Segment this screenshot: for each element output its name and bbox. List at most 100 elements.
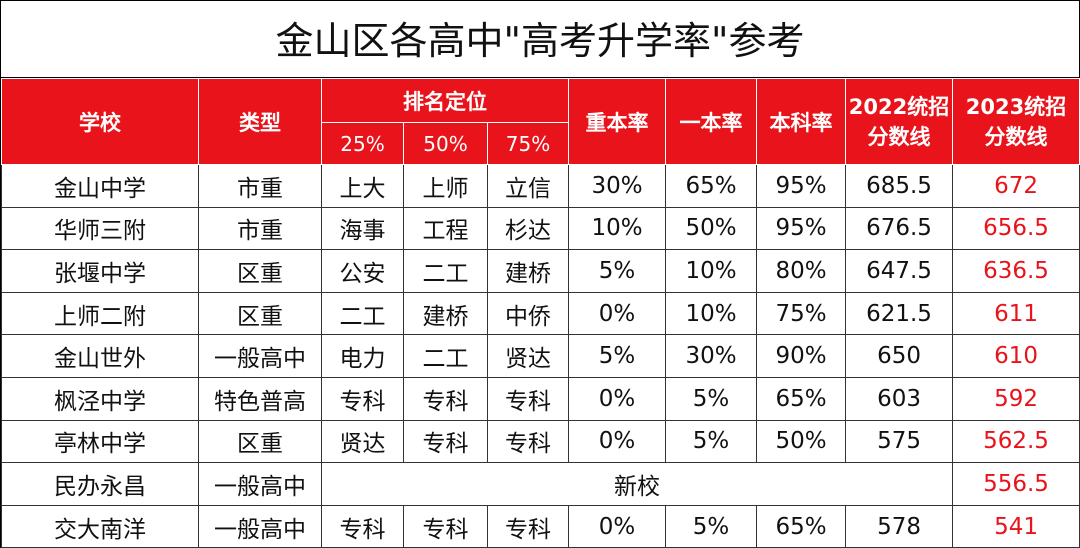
header-score-2023: 2023统招 分数线 bbox=[952, 78, 1080, 165]
header-score-2023-line1: 2023统招 bbox=[965, 94, 1067, 119]
cell-p50: 专科 bbox=[403, 504, 488, 548]
cell-score-2023: 636.5 bbox=[952, 249, 1080, 293]
cell-score-2022: 650 bbox=[845, 334, 954, 378]
cell-key-rate: 0% bbox=[568, 419, 667, 464]
header-score-2023-line2: 分数线 bbox=[984, 124, 1048, 149]
cell-p25: 专科 bbox=[321, 376, 404, 421]
cell-p75: 专科 bbox=[486, 376, 570, 421]
cell-score-2022: 578 bbox=[845, 504, 954, 548]
table-row: 亭林中学 区重 贤达 专科 专科 0% 5% 50% 575 562.5 bbox=[1, 419, 1080, 464]
cell-p75: 立信 bbox=[486, 164, 570, 208]
header-key-rate: 重本率 bbox=[568, 78, 667, 165]
cell-school: 民办永昌 bbox=[1, 462, 199, 506]
cell-type: 区重 bbox=[198, 249, 322, 293]
cell-bachelor-rate: 95% bbox=[756, 164, 847, 208]
header-tier1-rate: 一本率 bbox=[665, 78, 758, 165]
cell-tier1-rate: 50% bbox=[665, 206, 758, 251]
cell-tier1-rate: 5% bbox=[665, 419, 758, 464]
cell-bachelor-rate: 65% bbox=[756, 504, 847, 548]
cell-p50: 工程 bbox=[403, 206, 488, 251]
cell-bachelor-rate: 90% bbox=[756, 334, 847, 378]
cell-score-2023: 672 bbox=[952, 164, 1080, 208]
cell-p25: 海事 bbox=[321, 206, 404, 251]
cell-bachelor-rate: 75% bbox=[756, 291, 847, 336]
cell-p25: 公安 bbox=[321, 249, 404, 293]
table-row: 华师三附 市重 海事 工程 杉达 10% 50% 95% 676.5 656.5 bbox=[1, 206, 1080, 251]
cell-p25: 上大 bbox=[321, 164, 404, 208]
cell-score-2023: 562.5 bbox=[952, 419, 1080, 464]
table-row: 民办永昌 一般高中 新校 556.5 bbox=[1, 462, 1080, 506]
cell-key-rate: 10% bbox=[568, 206, 667, 251]
cell-school: 华师三附 bbox=[1, 206, 199, 251]
cell-p25: 电力 bbox=[321, 334, 404, 378]
cell-type: 一般高中 bbox=[198, 334, 322, 378]
table-row: 枫泾中学 特色普高 专科 专科 专科 0% 5% 65% 603 592 bbox=[1, 376, 1080, 421]
cell-new-school-note: 新校 bbox=[320, 462, 954, 506]
table-row: 金山世外 一般高中 电力 二工 贤达 5% 30% 90% 650 610 bbox=[1, 334, 1080, 378]
cell-p25: 贤达 bbox=[321, 419, 404, 464]
cell-score-2023: 556.5 bbox=[952, 462, 1080, 506]
cell-bachelor-rate: 95% bbox=[756, 206, 847, 251]
cell-school: 交大南洋 bbox=[1, 504, 199, 548]
header-score-2022: 2022统招 分数线 bbox=[845, 78, 954, 165]
cell-school: 张堰中学 bbox=[1, 249, 199, 293]
cell-tier1-rate: 10% bbox=[665, 249, 758, 293]
cell-score-2022: 621.5 bbox=[845, 291, 954, 336]
header-p50: 50% bbox=[403, 122, 488, 165]
header-score-2022-line2: 分数线 bbox=[867, 124, 931, 149]
cell-school: 金山中学 bbox=[1, 164, 199, 208]
cell-type: 一般高中 bbox=[198, 504, 322, 548]
cell-key-rate: 0% bbox=[568, 504, 667, 548]
cell-p50: 专科 bbox=[403, 376, 488, 421]
cell-bachelor-rate: 65% bbox=[756, 376, 847, 421]
cell-score-2023: 610 bbox=[952, 334, 1080, 378]
cell-type: 区重 bbox=[198, 291, 322, 336]
cell-p25: 二工 bbox=[321, 291, 404, 336]
cell-type: 市重 bbox=[198, 206, 322, 251]
table-body: 金山中学 市重 上大 上师 立信 30% 65% 95% 685.5 672 华… bbox=[1, 164, 1080, 548]
cell-type: 区重 bbox=[198, 419, 322, 464]
table-row: 交大南洋 一般高中 专科 专科 专科 0% 5% 65% 578 541 bbox=[1, 504, 1080, 548]
cell-score-2023: 592 bbox=[952, 376, 1080, 421]
cell-key-rate: 0% bbox=[568, 376, 667, 421]
cell-key-rate: 5% bbox=[568, 249, 667, 293]
header-school: 学校 bbox=[1, 78, 199, 165]
cell-p25: 专科 bbox=[321, 504, 404, 548]
cell-p75: 专科 bbox=[486, 419, 570, 464]
cell-score-2022: 647.5 bbox=[845, 249, 954, 293]
cell-p75: 专科 bbox=[486, 504, 570, 548]
cell-key-rate: 30% bbox=[568, 164, 667, 208]
cell-tier1-rate: 10% bbox=[665, 291, 758, 336]
cell-score-2022: 603 bbox=[845, 376, 954, 421]
cell-tier1-rate: 5% bbox=[665, 376, 758, 421]
header-score-2022-line1: 2022统招 bbox=[848, 94, 950, 119]
table-header: 学校 类型 排名定位 重本率 一本率 本科率 2022统招 分数线 2023统招… bbox=[1, 78, 1080, 165]
page-title: 金山区各高中"高考升学率"参考 bbox=[1, 1, 1079, 78]
cell-p50: 二工 bbox=[403, 334, 488, 378]
cell-type: 特色普高 bbox=[198, 376, 322, 421]
cell-p75: 建桥 bbox=[486, 249, 570, 293]
table-row: 张堰中学 区重 公安 二工 建桥 5% 10% 80% 647.5 636.5 bbox=[1, 249, 1080, 293]
cell-bachelor-rate: 80% bbox=[756, 249, 847, 293]
cell-bachelor-rate: 50% bbox=[756, 419, 847, 464]
cell-score-2023: 656.5 bbox=[952, 206, 1080, 251]
cell-p75: 贤达 bbox=[486, 334, 570, 378]
cell-school: 亭林中学 bbox=[1, 419, 199, 464]
cell-type: 市重 bbox=[198, 164, 322, 208]
header-bachelor-rate: 本科率 bbox=[756, 78, 847, 165]
cell-score-2022: 676.5 bbox=[845, 206, 954, 251]
cell-tier1-rate: 30% bbox=[665, 334, 758, 378]
cell-score-2023: 541 bbox=[952, 504, 1080, 548]
table-row: 上师二附 区重 二工 建桥 中侨 0% 10% 75% 621.5 611 bbox=[1, 291, 1080, 336]
cell-tier1-rate: 5% bbox=[665, 504, 758, 548]
cell-score-2022: 685.5 bbox=[845, 164, 954, 208]
header-p25: 25% bbox=[321, 122, 404, 165]
cell-tier1-rate: 65% bbox=[665, 164, 758, 208]
header-rank-group: 排名定位 bbox=[320, 78, 570, 123]
cell-p75: 杉达 bbox=[486, 206, 570, 251]
header-type: 类型 bbox=[198, 78, 322, 165]
cell-school: 金山世外 bbox=[1, 334, 199, 378]
cell-school: 枫泾中学 bbox=[1, 376, 199, 421]
cell-p50: 上师 bbox=[403, 164, 488, 208]
